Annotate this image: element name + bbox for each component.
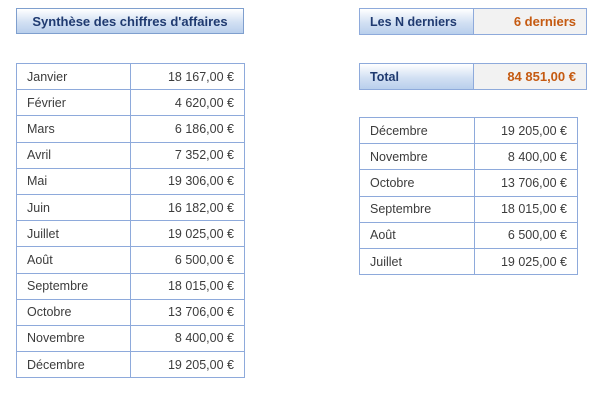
month-cell[interactable]: Novembre — [359, 143, 475, 171]
amount-cell[interactable]: 19 025,00 € — [130, 220, 245, 248]
table-row: Décembre 19 205,00 € — [359, 116, 578, 145]
month-cell[interactable]: Juillet — [16, 220, 131, 248]
table-row: Février 4 620,00 € — [16, 89, 245, 117]
month-cell[interactable]: Août — [359, 221, 475, 249]
n-last-label[interactable]: Les N derniers — [359, 8, 474, 35]
amount-cell[interactable]: 13 706,00 € — [130, 298, 245, 326]
last-n-months-table: Décembre 19 205,00 € Novembre 8 400,00 € O… — [359, 116, 578, 276]
table-row: Septembre 18 015,00 € — [16, 272, 245, 300]
month-cell[interactable]: Octobre — [16, 298, 131, 326]
amount-cell[interactable]: 16 182,00 € — [130, 193, 245, 222]
month-cell[interactable]: Août — [16, 246, 131, 274]
table-row: Juin 16 182,00 € — [16, 193, 245, 222]
table-row: Octobre 13 706,00 € — [16, 298, 245, 326]
table-row: Janvier 18 167,00 € — [16, 62, 245, 91]
table-row: Août 6 500,00 € — [16, 246, 245, 274]
amount-cell[interactable]: 6 500,00 € — [130, 246, 245, 274]
table-row: Septembre 18 015,00 € — [359, 195, 578, 223]
table-row: Novembre 8 400,00 € — [16, 324, 245, 353]
month-cell[interactable]: Décembre — [16, 351, 131, 379]
n-last-value-cell[interactable]: 6 derniers — [473, 8, 587, 35]
total-label[interactable]: Total — [359, 63, 474, 90]
table-row: Avril 7 352,00 € — [16, 141, 245, 169]
amount-cell[interactable]: 13 706,00 € — [474, 169, 578, 197]
month-cell[interactable]: Février — [16, 89, 131, 117]
month-cell[interactable]: Décembre — [359, 116, 475, 145]
table-row: Décembre 19 205,00 € — [16, 351, 245, 379]
month-cell[interactable]: Juin — [16, 193, 131, 222]
amount-cell[interactable]: 6 500,00 € — [474, 221, 578, 249]
amount-cell[interactable]: 18 015,00 € — [130, 272, 245, 300]
month-cell[interactable]: Avril — [16, 141, 131, 169]
amount-cell[interactable]: 19 025,00 € — [474, 247, 578, 276]
amount-cell[interactable]: 4 620,00 € — [130, 89, 245, 117]
month-cell[interactable]: Novembre — [16, 324, 131, 353]
amount-cell[interactable]: 18 015,00 € — [474, 195, 578, 223]
amount-cell[interactable]: 19 205,00 € — [130, 351, 245, 379]
amount-cell[interactable]: 8 400,00 € — [130, 324, 245, 353]
amount-cell[interactable]: 19 205,00 € — [474, 116, 578, 145]
amount-cell[interactable]: 8 400,00 € — [474, 143, 578, 171]
table-row: Mai 19 306,00 € — [16, 167, 245, 195]
table-row: Août 6 500,00 € — [359, 221, 578, 249]
table-row: Novembre 8 400,00 € — [359, 143, 578, 171]
month-cell[interactable]: Janvier — [16, 62, 131, 91]
table-row: Octobre 13 706,00 € — [359, 169, 578, 197]
month-cell[interactable]: Septembre — [359, 195, 475, 223]
month-cell[interactable]: Juillet — [359, 247, 475, 276]
amount-cell[interactable]: 6 186,00 € — [130, 115, 245, 143]
sheet-title[interactable]: Synthèse des chiffres d'affaires — [16, 8, 244, 34]
amount-cell[interactable]: 18 167,00 € — [130, 62, 245, 91]
total-value-cell[interactable]: 84 851,00 € — [473, 63, 587, 90]
table-row: Juillet 19 025,00 € — [359, 247, 578, 276]
table-row: Juillet 19 025,00 € — [16, 220, 245, 248]
monthly-revenue-table: Janvier 18 167,00 € Février 4 620,00 € Mar… — [16, 62, 245, 379]
month-cell[interactable]: Septembre — [16, 272, 131, 300]
amount-cell[interactable]: 19 306,00 € — [130, 167, 245, 195]
amount-cell[interactable]: 7 352,00 € — [130, 141, 245, 169]
month-cell[interactable]: Octobre — [359, 169, 475, 197]
month-cell[interactable]: Mai — [16, 167, 131, 195]
month-cell[interactable]: Mars — [16, 115, 131, 143]
table-row: Mars 6 186,00 € — [16, 115, 245, 143]
